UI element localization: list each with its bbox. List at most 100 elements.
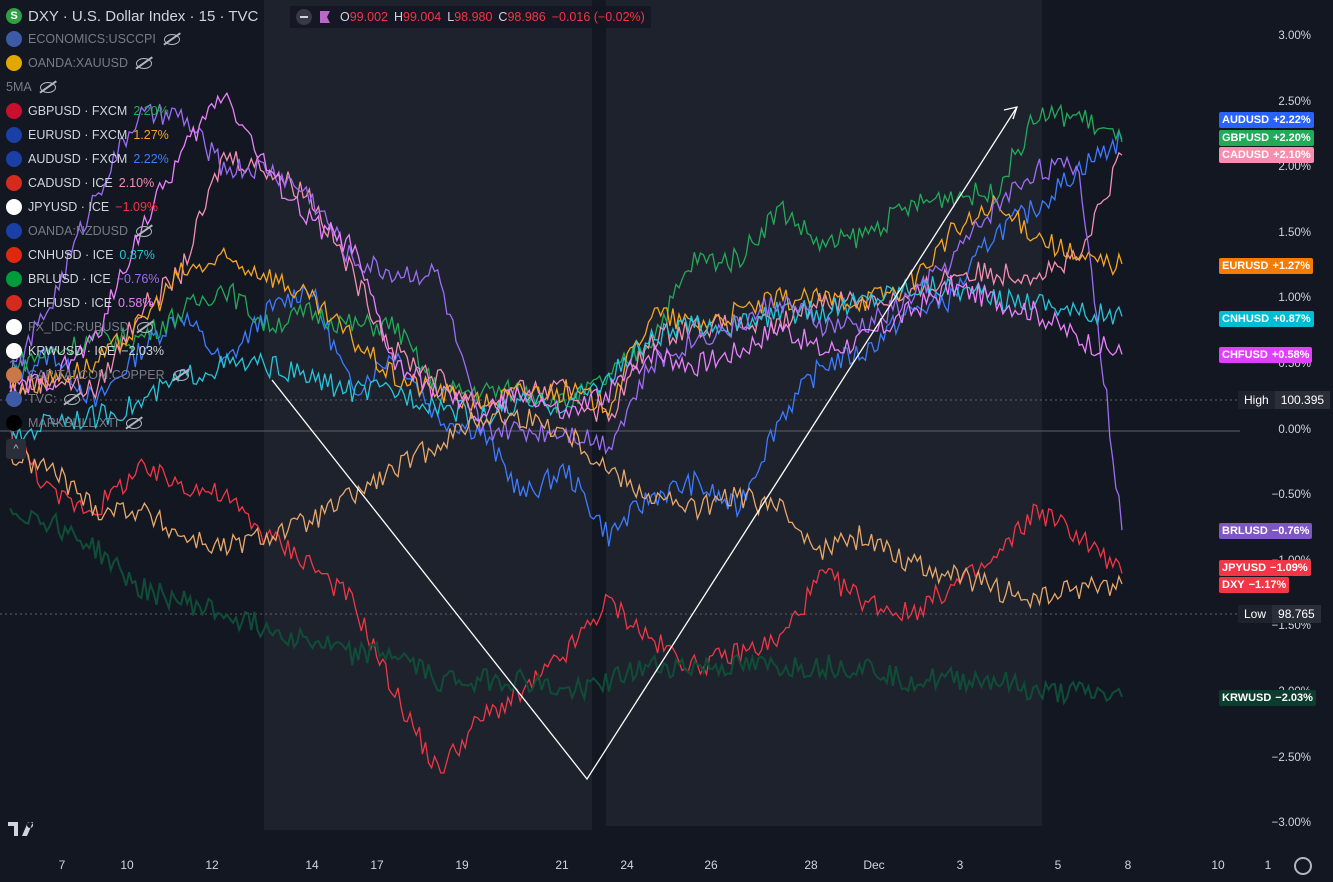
main-symbol-title[interactable]: S DXY · U.S. Dollar Index · 15 · TVC bbox=[6, 5, 258, 27]
legend-item-change: −2.03% bbox=[121, 344, 165, 358]
legend-item[interactable]: CNHUSD · ICE 0.87% bbox=[6, 243, 258, 267]
flag-icon bbox=[6, 319, 22, 335]
hidden-eye-icon[interactable] bbox=[136, 321, 153, 333]
legend-item-change: 2.20% bbox=[133, 104, 169, 118]
session-shade-2 bbox=[606, 0, 1042, 826]
time-axis[interactable]: 7 10 12 14 17 19 21 24 26 28 Dec 3 5 8 10 1 bbox=[0, 850, 1333, 882]
price-badge: KRWUSD −2.03% bbox=[1219, 690, 1316, 706]
price-badge: GBPUSD +2.20% bbox=[1219, 130, 1314, 146]
badge-label: GBPUSD bbox=[1222, 132, 1270, 144]
series-line-dxy[interactable] bbox=[9, 408, 1123, 610]
legend-rows: ECONOMICS:USCCPI OANDA:XAUUSD 5MA GBPUSD · … bbox=[6, 27, 258, 435]
x-tick-label: 1 bbox=[1264, 858, 1272, 872]
hidden-eye-icon[interactable] bbox=[136, 57, 153, 69]
y-tick-label: −2.50% bbox=[1271, 751, 1311, 764]
arrow-head bbox=[1003, 106, 1018, 120]
low-label: Low bbox=[1238, 605, 1273, 623]
ohlc-open: 99.002 bbox=[349, 10, 388, 24]
legend-item-name: CNHUSD · ICE bbox=[28, 248, 114, 262]
legend-item-name: CHFUSD · ICE bbox=[28, 296, 113, 310]
hidden-eye-icon[interactable] bbox=[163, 33, 180, 45]
high-label: High bbox=[1238, 391, 1275, 409]
flag-icon bbox=[6, 367, 22, 383]
legend-item[interactable]: OANDA:XAUUSD bbox=[6, 51, 258, 75]
legend-item[interactable]: BRLUSD · ICE −0.76% bbox=[6, 267, 258, 291]
badge-label: CADUSD bbox=[1222, 149, 1270, 161]
hidden-eye-icon[interactable] bbox=[136, 225, 153, 237]
badge-value: −2.03% bbox=[1275, 692, 1313, 704]
y-tick-label: 1.50% bbox=[1278, 226, 1311, 239]
x-tick-label: 12 bbox=[205, 858, 219, 872]
collapse-legend-button[interactable]: ^ bbox=[6, 439, 26, 459]
y-tick-label: 0.00% bbox=[1278, 423, 1311, 436]
legend-item-change: −0.76% bbox=[116, 272, 160, 286]
ohlc-o-label: O bbox=[340, 10, 350, 24]
drawing-trendline[interactable] bbox=[271, 106, 1018, 781]
ohlc-l-label: L bbox=[447, 10, 455, 24]
x-tick-label: 28 bbox=[804, 858, 818, 872]
dollar-icon: S bbox=[6, 8, 22, 24]
ohlc-readout: O 99.002 H 99.004 L 98.980 C 98.986 −0.016 (… bbox=[290, 6, 651, 28]
legend-item-name: OANDA:XAUUSD bbox=[28, 56, 129, 70]
legend-item[interactable]: GBPUSD · FXCM 2.20% bbox=[6, 99, 258, 123]
minus-icon[interactable] bbox=[296, 9, 312, 25]
x-tick-label: 5 bbox=[1054, 858, 1062, 872]
series-line-cadusd[interactable] bbox=[9, 151, 1123, 423]
settings-gear-icon[interactable] bbox=[1294, 857, 1312, 875]
legend-item-name: FX_IDC:RUBUSD bbox=[28, 320, 129, 334]
badge-label: CNHUSD bbox=[1222, 313, 1270, 325]
y-tick-label: 2.00% bbox=[1278, 161, 1311, 174]
legend-item[interactable]: OANDA:NZDUSD bbox=[6, 219, 258, 243]
y-tick-label: 3.00% bbox=[1278, 30, 1311, 42]
hidden-eye-icon[interactable] bbox=[172, 369, 189, 381]
price-badge: AUDUSD +2.22% bbox=[1219, 112, 1314, 128]
flag-icon bbox=[6, 175, 22, 191]
legend-item[interactable]: ECONOMICS:USCCPI bbox=[6, 27, 258, 51]
hidden-eye-icon[interactable] bbox=[39, 81, 56, 93]
flag-icon bbox=[6, 223, 22, 239]
legend-item[interactable]: AUDUSD · FXCM 2.22% bbox=[6, 147, 258, 171]
x-tick-label: 8 bbox=[1124, 858, 1132, 872]
legend-item-name: GBPUSD · FXCM bbox=[28, 104, 128, 118]
price-badge: DXY −1.17% bbox=[1219, 577, 1290, 593]
hidden-eye-icon[interactable] bbox=[126, 417, 143, 429]
series-line-jpyusd[interactable] bbox=[9, 423, 1123, 774]
legend-item-name: MARKBULL:XTI bbox=[28, 416, 119, 430]
badge-label: AUDUSD bbox=[1222, 114, 1270, 126]
x-tick-label: 17 bbox=[370, 858, 384, 872]
price-badge: JPYUSD −1.09% bbox=[1219, 560, 1311, 576]
y-tick-label: −1.50% bbox=[1271, 620, 1311, 633]
legend-item[interactable]: CHFUSD · ICE 0.58% bbox=[6, 291, 258, 315]
legend-item[interactable]: JPYUSD · ICE −1.09% bbox=[6, 195, 258, 219]
legend-item[interactable]: CAPITALCOM:COPPER bbox=[6, 363, 258, 387]
legend-item-change: −1.09% bbox=[115, 200, 159, 214]
legend-item[interactable]: MARKBULL:XTI bbox=[6, 411, 258, 435]
legend-item-change: 0.58% bbox=[118, 296, 154, 310]
high-value: 100.395 bbox=[1274, 391, 1331, 409]
badge-value: +0.87% bbox=[1273, 313, 1311, 325]
legend-item-change: 1.27% bbox=[133, 128, 169, 142]
legend-item[interactable]: KRWUSD · ICE −2.03% bbox=[6, 339, 258, 363]
y-tick-label: −0.50% bbox=[1271, 489, 1311, 502]
series-line-gbpusd[interactable] bbox=[9, 103, 1123, 414]
y-tick-label: 2.50% bbox=[1278, 95, 1311, 108]
legend-item[interactable]: FX_IDC:RUBUSD bbox=[6, 315, 258, 339]
legend-item[interactable]: EURUSD · FXCM 1.27% bbox=[6, 123, 258, 147]
legend-item[interactable]: CADUSD · ICE 2.10% bbox=[6, 171, 258, 195]
badge-value: +2.20% bbox=[1273, 132, 1311, 144]
series-line-brlusd[interactable] bbox=[9, 103, 1123, 531]
series-line-krwusd[interactable] bbox=[9, 507, 1123, 706]
legend-item[interactable]: 5MA bbox=[6, 75, 258, 99]
series-layer bbox=[9, 91, 1123, 774]
badge-value: +2.22% bbox=[1273, 114, 1311, 126]
x-tick-label: 21 bbox=[555, 858, 569, 872]
series-line-chfusd[interactable] bbox=[9, 91, 1123, 422]
tradingview-logo-icon[interactable] bbox=[8, 820, 40, 838]
legend-item[interactable]: TVC: bbox=[6, 387, 258, 411]
price-badge: CNHUSD +0.87% bbox=[1219, 311, 1314, 327]
legend-item-change: 0.87% bbox=[119, 248, 155, 262]
series-line-eurusd[interactable] bbox=[9, 194, 1123, 418]
x-tick-label: 24 bbox=[620, 858, 634, 872]
hidden-eye-icon[interactable] bbox=[64, 393, 81, 405]
